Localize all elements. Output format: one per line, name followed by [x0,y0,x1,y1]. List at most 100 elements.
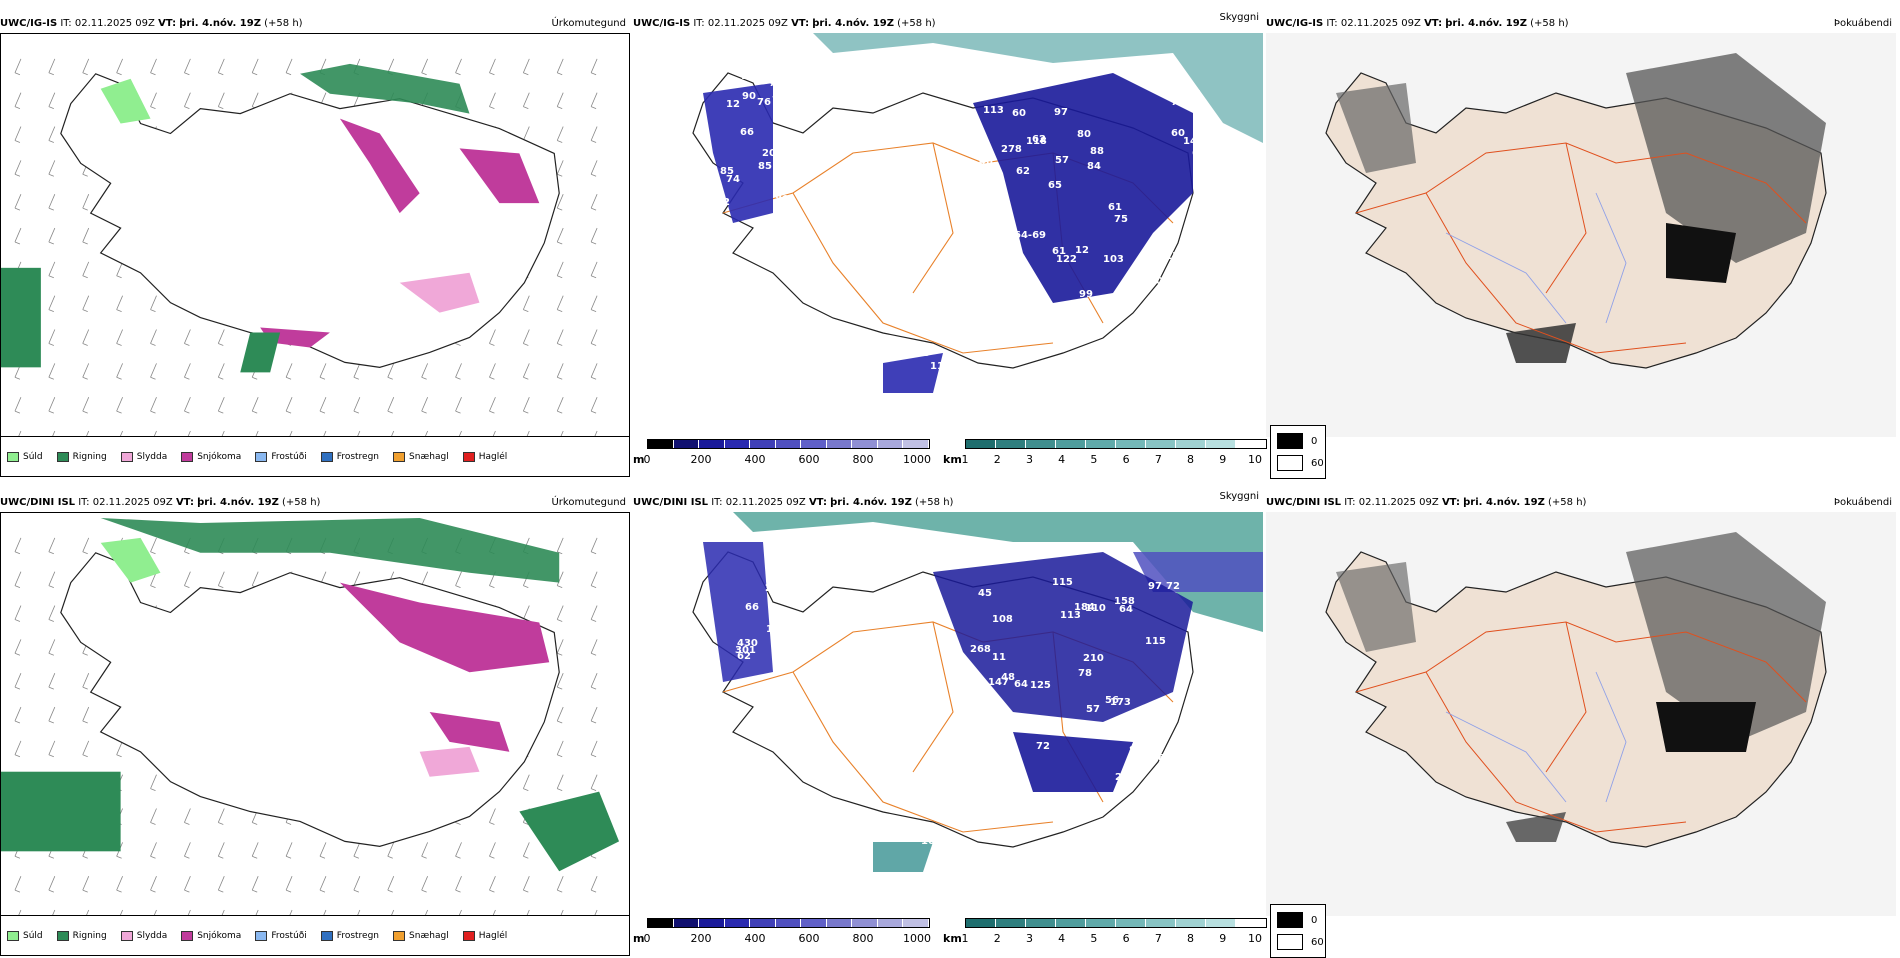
wind-barb-icon [522,397,530,414]
wind-barb-icon [217,329,225,346]
wind-barb-icon [590,58,598,76]
scale-tick-label: 9 [1219,453,1227,466]
visibility-value-label: 12 [1075,245,1089,256]
it-label: IT: [693,18,705,29]
visibility-value-label: 88 [777,616,791,627]
precip-map[interactable] [0,33,630,437]
precip-map[interactable] [0,512,630,916]
scale-swatch [801,440,827,448]
valid-time: þri. 4.nóv. 19Z [179,18,261,29]
panel-header: UWC/IG-IS IT: 02.11.2025 09Z VT: þri. 4.… [1266,15,1896,33]
visibility-value-label: 78 [1078,668,1092,679]
fog-map[interactable] [1266,33,1896,437]
wind-barb-icon [184,571,191,588]
wind-barb-icon [590,639,598,656]
wind-barb-icon [556,160,564,177]
wind-barb-icon [590,774,598,791]
visibility-value-label: 48 [1001,672,1015,683]
visibility-map[interactable]: 80 48 75 65 76 107 97 80 85 62 75 79 90 88 112 113 144 65… [633,33,1263,437]
model-name: UWC/IG-IS [1266,18,1324,29]
wind-barb-icon [48,397,56,414]
scale-swatch [699,440,725,448]
scale-tick-label: 600 [798,453,820,466]
lead-time: (+58 h) [264,18,303,29]
wind-barb-icon [48,740,56,758]
scale-swatch [1026,440,1056,448]
wind-barb-icon [217,842,225,859]
fog-map[interactable] [1266,512,1896,916]
wind-barb-icon [48,194,56,211]
wind-barb-icon [455,842,462,859]
scale-swatch [826,440,853,448]
visibility-value-label: 83 [916,348,930,359]
visibility-value-label: 147 [1183,136,1204,147]
scale-tick-label: 1000 [903,932,931,945]
wind-barb-icon [556,537,564,555]
wind-barb-icon [150,329,157,346]
wind-barb-icon [14,673,22,690]
scale-tick-label: 2 [993,453,1001,466]
visibility-value-label: 75 [1171,97,1185,108]
scale-swatch [1056,440,1086,448]
wind-barb-icon [150,876,157,893]
it-label: IT: [78,497,90,508]
visibility-value-label: 83 [1065,65,1079,76]
scale-swatch [996,440,1026,448]
wind-barb-icon [522,329,530,346]
wind-barb-icon [116,295,123,312]
fog-key: 0 60 [1270,425,1326,479]
wind-barb-icon [590,261,598,279]
wind-barb-icon [391,430,395,436]
visibility-value-label: 11 [992,652,1006,663]
wind-barb-icon [455,397,462,414]
scale-swatch [1206,919,1236,927]
visibility-value-label: 73 [774,555,788,566]
fog-key-row: 0 [1277,433,1317,449]
wind-barb-icon [391,909,395,915]
wind-barb-icon [18,909,22,915]
legend-item: Snæhagl [393,930,449,941]
visibility-value-label: 62 [737,651,751,662]
model-name: UWC/DINI ISL [1266,497,1342,508]
wind-barb-icon [489,58,496,76]
visibility-value-label: 56 [1105,695,1119,706]
scale-swatch [1236,919,1266,927]
wind-barb-icon [184,329,191,346]
wind-barb-icon [353,876,361,893]
wind-barb-icon [455,363,462,380]
visibility-value-label: 75 [990,292,1004,303]
scale-tick-label: 5 [1090,932,1098,945]
scale-swatch [1236,440,1266,448]
wind-barb-icon [14,58,22,76]
wind-barb-icon [52,430,56,436]
wind-barb-icon [150,537,157,555]
product-type: Skyggni [1219,12,1259,23]
visibility-value-label: 113 [983,105,1004,116]
visibility-map-svg: 61 48 56 45 207 108 73 125 250 184 64 156 62 115 107 18… [692,512,1263,872]
wind-barb-icon [48,706,56,724]
visibility-value-label: 108 [992,614,1013,625]
wind-barb-icon [150,363,157,380]
wind-barb-icon [116,876,123,893]
precip-legend: Súld Rigning Slydda Snjókoma Frostúði Fr… [0,916,630,956]
wind-barb-icon [48,673,56,690]
wind-barb-icon [14,639,22,656]
wind-barb-icon [48,639,56,656]
scale-swatch [724,440,751,448]
wind-barb-icon [116,58,123,76]
visibility-value-label: 61 [1108,202,1122,213]
scale-unit: m [633,453,645,466]
visibility-map[interactable]: 61 48 56 45 207 108 73 125 250 184 64 156 62 115 107 18… [633,512,1263,916]
visibility-value-label: 201 [762,148,783,159]
panel-header: UWC/IG-IS IT: 02.11.2025 09Z VT: þri. 4.… [633,12,1263,33]
fog-key-row: 60 [1277,455,1324,471]
wind-barb-icon [48,160,56,177]
visibility-value-label: 115 [1052,577,1073,588]
wind-barb-icon [82,706,90,724]
visibility-value-label: 86 [1187,89,1201,100]
wind-barb-icon [217,363,225,380]
panel-visibility-ig: UWC/IG-IS IT: 02.11.2025 09Z VT: þri. 4.… [633,12,1267,477]
scale-tick-label: 6 [1122,932,1130,945]
wind-barb-icon [556,639,564,656]
wind-barb-icon [251,58,259,76]
